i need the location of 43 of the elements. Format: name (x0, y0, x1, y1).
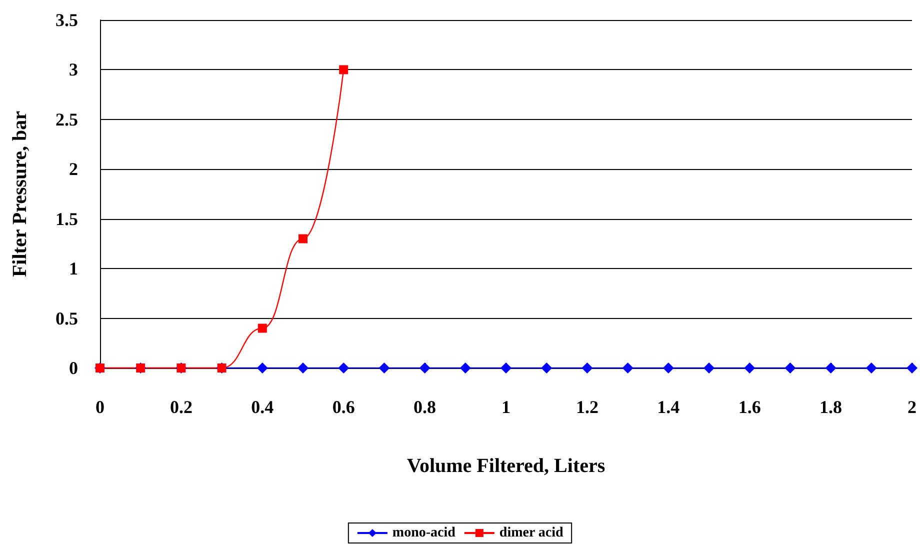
y-tick-label: 3 (69, 60, 78, 80)
x-tick-label: 0.4 (251, 397, 274, 417)
point (744, 362, 756, 374)
point (339, 65, 348, 74)
x-tick-label: 1.6 (738, 397, 761, 417)
y-tick-label: 3.5 (56, 10, 78, 30)
y-tick-label: 2 (69, 159, 78, 180)
point (500, 362, 512, 374)
y-tick-label: 2.5 (56, 109, 78, 130)
x-tick-label: 1 (502, 397, 510, 417)
x-tick-label: 1.2 (576, 397, 598, 417)
point (825, 362, 836, 374)
point (338, 362, 350, 374)
point (704, 362, 714, 374)
x-tick-label: 0 (96, 397, 104, 417)
y-tick-label: 0 (69, 358, 78, 378)
point (784, 362, 796, 374)
point (622, 362, 634, 374)
y-tick-label: 0.5 (56, 308, 78, 328)
point (378, 362, 390, 374)
y-tick-label: 1.5 (56, 208, 78, 229)
x-axis-title: Volume Filtered, Liters (406, 455, 606, 477)
x-tick-label: 2 (908, 397, 916, 417)
x-tick-label: 1.8 (820, 397, 842, 417)
y-tick-label: 1 (69, 258, 78, 279)
x-tick-label: 0.2 (170, 397, 192, 417)
point (419, 362, 430, 374)
point (256, 362, 268, 374)
point (258, 324, 267, 333)
point (460, 362, 471, 374)
x-tick-label: 0.6 (332, 397, 355, 417)
y-axis-title: Filter Pressure, bar (9, 110, 31, 278)
point (582, 362, 593, 374)
point (866, 362, 877, 374)
legend-label: dimer acid (499, 526, 564, 540)
x-tick-label: 1.4 (657, 397, 680, 417)
legend-label: mono-acid (392, 526, 456, 540)
point (298, 362, 308, 374)
point (662, 362, 674, 374)
point (298, 234, 308, 244)
point (906, 362, 918, 374)
point (541, 362, 552, 374)
x-tick-label: 0.8 (414, 397, 436, 417)
